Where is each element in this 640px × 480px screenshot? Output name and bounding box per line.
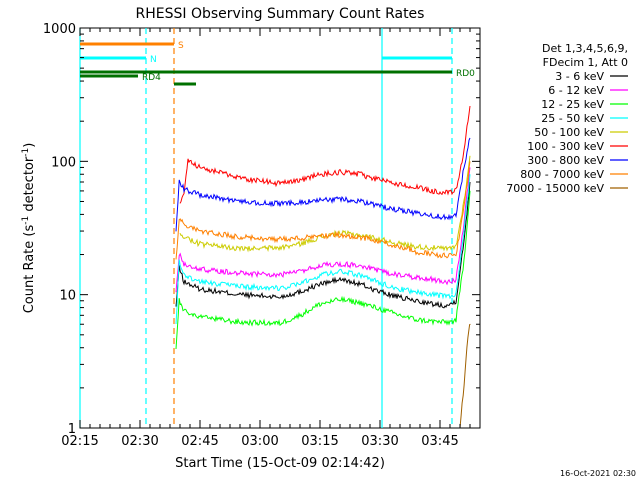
series-line-4: [175, 174, 471, 325]
legend-label-3: 12 - 25 keV: [541, 98, 604, 111]
series-lines: [175, 105, 471, 429]
mode-bars: S N RD0 RD4: [80, 41, 475, 86]
vertical-markers: [79, 28, 453, 428]
y-tick-label-1: 1: [68, 422, 76, 437]
y-axis-label-main: Count Rate (s: [22, 225, 37, 314]
axis-ticks: 02:15 02:30 02:45 03:00 03:15 03:30 03:45 1 10 10…: [43, 22, 480, 449]
x-tick-label-1: 02:15: [61, 434, 98, 449]
series-line-8: [175, 161, 471, 260]
legend-header-line-2: FDecim 1, Att 0: [543, 56, 628, 69]
series-line-9: [459, 323, 471, 429]
x-tick-label-6: 03:30: [361, 434, 398, 449]
x-axis-label: Start Time (15-Oct-09 02:14:42): [175, 456, 385, 471]
legend-header-line-1: Det 1,3,4,5,6,9,: [542, 42, 628, 55]
legend-label-7: 300 - 800 keV: [527, 154, 604, 167]
mode-bar-label-5: RD4: [142, 73, 161, 83]
series-line-7: [175, 137, 471, 232]
legend-label-2: 6 - 12 keV: [548, 84, 604, 97]
legend: Det 1,3,4,5,6,9, FDecim 1, Att 0 3 - 6 k…: [506, 42, 628, 195]
y-axis-label-end: ): [22, 143, 37, 148]
series-line-6: [179, 105, 471, 204]
series-line-2: [175, 167, 471, 293]
legend-label-1: 3 - 6 keV: [555, 70, 604, 83]
legend-label-9: 7000 - 15000 keV: [506, 182, 604, 195]
chart-title: RHESSI Observing Summary Count Rates: [136, 6, 425, 22]
legend-label-6: 100 - 300 keV: [527, 140, 604, 153]
y-tick-label-2: 10: [59, 289, 76, 304]
y-tick-label-4: 1000: [43, 22, 76, 37]
y-axis-label: Count Rate (s-1 detector-1): [21, 143, 37, 314]
mode-bar-label-2: N: [150, 55, 157, 65]
footer-timestamp: 16-Oct-2021 02:30: [560, 469, 636, 478]
x-tick-label-2: 02:30: [121, 434, 158, 449]
x-tick-label-3: 02:45: [181, 434, 218, 449]
legend-label-4: 25 - 50 keV: [541, 112, 604, 125]
legend-label-8: 800 - 7000 keV: [520, 168, 604, 181]
mode-bar-label-4: RD0: [456, 69, 475, 79]
plot-frame: [79, 27, 481, 429]
x-tick-label-7: 03:45: [421, 434, 458, 449]
mode-bar-label-1: S: [178, 41, 184, 51]
y-axis-label-sup1: -1: [21, 216, 31, 225]
y-axis-label-mid: detector: [22, 156, 37, 216]
series-line-3: [175, 190, 471, 350]
legend-label-5: 50 - 100 keV: [534, 126, 604, 139]
y-axis-label-sup2: -1: [21, 148, 31, 157]
series-line-1: [175, 181, 471, 309]
y-tick-label-3: 100: [51, 155, 76, 170]
x-tick-label-5: 03:15: [301, 434, 338, 449]
x-tick-label-4: 03:00: [241, 434, 278, 449]
